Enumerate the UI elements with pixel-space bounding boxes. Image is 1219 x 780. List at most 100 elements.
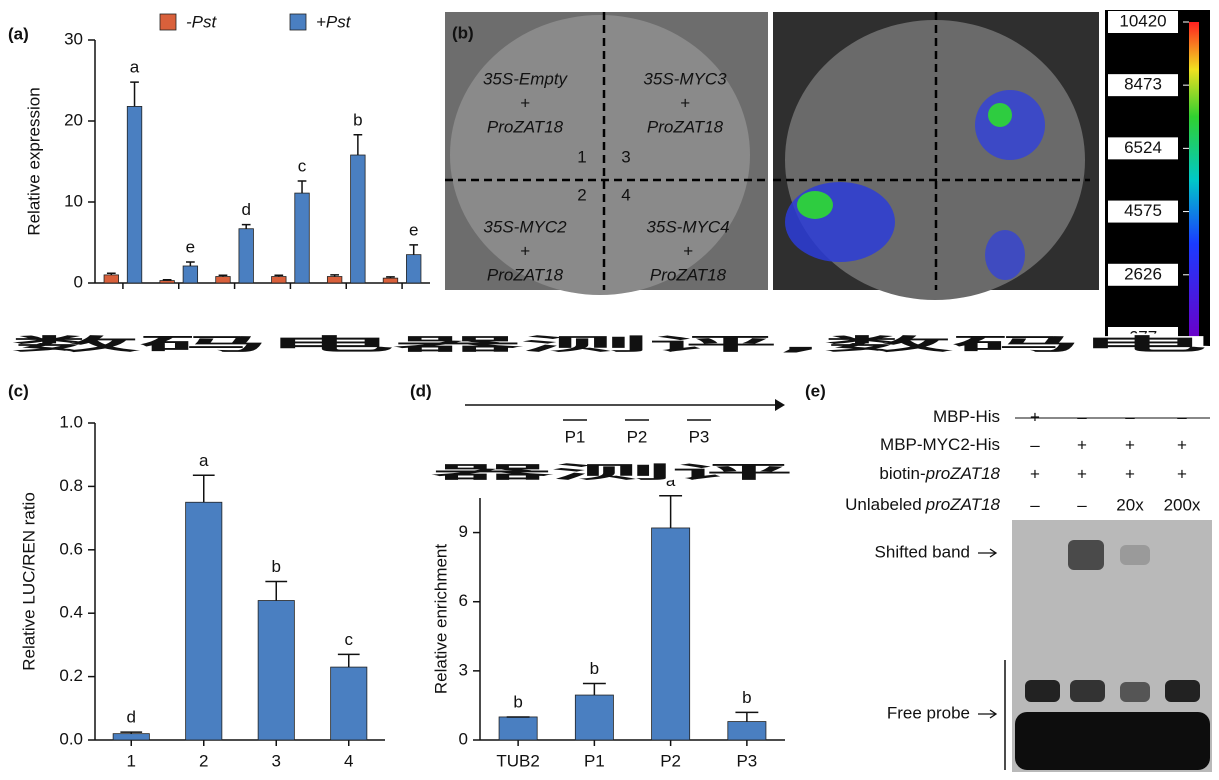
panel-label: (b) [452,23,474,42]
significance-letter: a [666,471,676,490]
bar [727,721,767,741]
construct-label: + [683,241,693,260]
bar [574,694,614,741]
cell: – [1030,435,1040,454]
colorbar-tick-label: 2626 [1124,264,1162,283]
row-label-part: proZAT18 [925,495,1001,514]
watermark-group: 数码电器测评,数码电器测评 [11,333,1209,485]
panel-label: (e) [805,381,826,400]
row-label-part: MBP-MYC2-His [880,435,1000,454]
quadrant-number: 4 [621,185,630,204]
cell: 20x [1116,495,1144,514]
cell: + [1077,435,1087,454]
legend-label: -Pst [186,12,218,31]
band-label: Free probe [887,703,970,722]
significance-letter: b [590,659,599,678]
error-bar [297,180,307,194]
error-bar [353,134,363,156]
significance-letter: c [298,156,307,175]
significance-letter: e [186,237,195,256]
arrow [775,399,785,411]
cell: + [1177,435,1187,454]
bar [215,276,231,284]
y-tick-label: 10 [64,191,83,210]
significance-letter: d [127,708,136,727]
y-tick-label: 0.2 [59,666,83,685]
x-tick-label: P2 [660,751,681,770]
y-tick-label: 1.0 [59,412,83,431]
bar [350,154,366,284]
tick-label-bg [1108,11,1178,33]
bar [112,733,150,741]
band-arrow [978,709,998,719]
construct-label: ProZAT18 [647,117,724,136]
y-axis-label: Relative enrichment [431,544,450,695]
bar [159,280,175,284]
construct-label: + [680,93,690,112]
cell: + [1125,435,1135,454]
bar [182,265,199,284]
row-label-part: proZAT18 [925,464,1001,483]
error-bar [106,272,116,275]
band-arrow [978,548,998,558]
error-bar [330,274,339,277]
watermark-text: 数码电器测评,数码电 [12,334,1207,355]
row-label: biotin-proZAT18 [879,464,1000,483]
legend-swatch [289,13,307,31]
y-axis-label: Relative expression [24,87,43,235]
colorbar-tick-label: 8473 [1124,75,1162,94]
y-axis-label: Relative LUC/REN ratio [19,492,38,671]
y-tick-label: 20 [64,110,83,129]
construct-label: + [520,93,530,112]
construct-label: 35S-MYC3 [643,69,727,88]
gel-band [1068,540,1104,570]
significance-letter: b [353,110,362,129]
gel-band [1025,680,1060,702]
bar [185,501,223,741]
y-tick-label: 3 [459,660,468,679]
row-label-part: Unlabeled [845,495,922,514]
error-bar [274,274,284,277]
colorbar [1189,22,1199,338]
cell: – [1177,407,1187,426]
significance-letter: b [513,692,522,711]
bar [238,228,254,284]
colorbar-tick-label: 10420 [1119,11,1166,30]
error-bar [162,279,172,281]
bar [294,192,310,284]
error-bar [130,81,139,107]
tick-label-bg [1108,74,1178,97]
x-tick-label: TUB2 [496,751,539,770]
y-tick-label: 0.0 [59,729,83,748]
colorbar-tick-label: 677 [1129,327,1157,346]
y-tick-label: 30 [64,29,83,48]
quadrant-number: 3 [621,147,630,166]
panel-label: (a) [8,24,29,43]
y-tick-label: 9 [459,522,468,541]
y-tick-label: 0 [459,729,468,748]
construct-label: 35S-Empty [483,69,569,88]
significance-letter: e [409,220,418,239]
error-bar [265,580,288,601]
bar [406,254,422,284]
cell: + [1030,407,1040,426]
x-tick-label: 3 [272,751,281,770]
construct-label: 35S-MYC2 [483,217,567,236]
x-tick-label: 4 [344,751,353,770]
cell: 200x [1164,495,1201,514]
tick-label-bg [1108,200,1178,223]
construct-label: + [520,241,530,260]
y-tick-label: 0 [74,272,83,291]
x-tick-label: P3 [736,751,757,770]
gel-band [1015,712,1210,770]
bar [326,276,343,284]
error-bar [241,223,251,229]
x-tick-label: 2 [199,751,208,770]
tick-label-bg [1108,327,1178,349]
row-label: MBP-His [933,407,1000,426]
y-tick-label: 0.6 [59,539,83,558]
gel-band [1165,680,1200,702]
bar [103,274,119,284]
leaf [450,15,750,295]
signal [975,90,1045,160]
